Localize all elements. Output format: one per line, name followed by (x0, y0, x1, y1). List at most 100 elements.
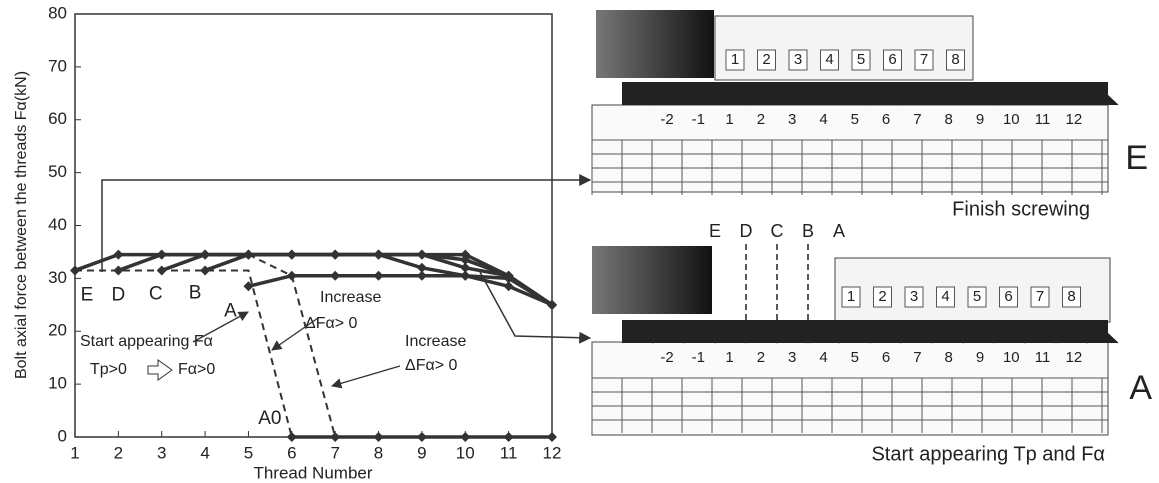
plot-frame (75, 14, 552, 437)
x-tick-label: 8 (374, 443, 383, 462)
series-label: A0 (258, 408, 281, 429)
bolt-number: 8 (945, 111, 953, 128)
state-marker: A (833, 221, 845, 241)
arrow (102, 180, 590, 272)
y-tick-label: 50 (48, 162, 67, 181)
figure: Bolt axial force between the threads Fα(… (0, 0, 1159, 483)
marker (113, 250, 123, 260)
panel-label: E (1125, 139, 1148, 177)
y-tick-label: 20 (48, 321, 67, 340)
marker (330, 250, 340, 260)
bolt-number: -2 (660, 349, 673, 366)
annotation: Start appearing Fα (80, 333, 213, 350)
nut-number: 6 (888, 51, 896, 68)
y-axis-label: Bolt axial force between the threads Fα(… (13, 71, 30, 379)
state-marker: D (740, 221, 753, 241)
bolt-number: 4 (819, 349, 827, 366)
marker (547, 432, 557, 442)
tool-top (596, 10, 714, 78)
nut-number: 7 (1036, 288, 1044, 305)
state-marker: C (771, 221, 784, 241)
bolt-number: 7 (913, 349, 921, 366)
annotation: ΔFα> 0 (305, 315, 358, 332)
bolt-number: 7 (913, 111, 921, 128)
marker (374, 250, 384, 260)
x-tick-label: 12 (543, 443, 562, 462)
x-tick-label: 9 (417, 443, 426, 462)
x-tick-label: 2 (114, 443, 123, 462)
annotation: ΔFα> 0 (405, 357, 458, 374)
y-tick-label: 70 (48, 56, 67, 75)
state-marker: B (802, 221, 814, 241)
x-tick-label: 11 (500, 443, 518, 462)
x-tick-label: 10 (456, 443, 475, 462)
bolt-number: 11 (1035, 349, 1051, 366)
marker (287, 250, 297, 260)
series-label: A (224, 300, 237, 321)
marker (330, 271, 340, 281)
marker (504, 432, 514, 442)
bolt-number: -2 (660, 111, 673, 128)
state-marker: E (709, 221, 721, 241)
nut-number: 2 (878, 288, 886, 305)
x-tick-label: 7 (330, 443, 339, 462)
nut-number: 7 (920, 51, 928, 68)
arrow (332, 366, 400, 386)
nut-number: 1 (847, 288, 855, 305)
annotation: Tp>0 (90, 361, 127, 378)
panel-caption: Start appearing Tp and Fα (871, 443, 1105, 465)
x-tick-label: 3 (157, 443, 166, 462)
bolt-number: 2 (757, 349, 765, 366)
y-tick-label: 0 (58, 426, 67, 445)
bolt-number: 5 (851, 111, 859, 128)
tool-bottom (592, 246, 712, 314)
nut-number: 3 (794, 51, 802, 68)
x-tick-label: 1 (70, 443, 79, 462)
x-tick-label: 5 (244, 443, 253, 462)
nut-top (715, 16, 973, 80)
bolt-number: 10 (1003, 111, 1020, 128)
bolt-number: 10 (1003, 349, 1020, 366)
marker (374, 271, 384, 281)
x-axis-label: Thread Number (253, 463, 372, 482)
bolt-number: -1 (692, 349, 705, 366)
nut-number: 5 (973, 288, 981, 305)
y-tick-label: 40 (48, 215, 67, 234)
marker (330, 432, 340, 442)
series-label: B (189, 282, 202, 303)
nut-number: 2 (762, 51, 770, 68)
marker (200, 250, 210, 260)
nut-number: 4 (941, 288, 949, 305)
bolt-number: 6 (882, 349, 890, 366)
fem-panels (592, 10, 1110, 435)
y-tick-label: 60 (48, 109, 67, 128)
implies-arrow (148, 360, 172, 380)
series-label: E (81, 284, 94, 305)
bolt-number: 4 (819, 111, 827, 128)
bolt-number: 3 (788, 111, 796, 128)
bolt-number: -1 (692, 111, 705, 128)
annotation: Increase (405, 333, 466, 350)
bolt-number: 12 (1066, 111, 1083, 128)
bolt-number: 11 (1035, 111, 1051, 128)
marker (243, 250, 253, 260)
bolt-number: 12 (1066, 349, 1083, 366)
nut-number: 8 (951, 51, 959, 68)
marker (460, 271, 470, 281)
marker (417, 250, 427, 260)
annotation: Increase (320, 289, 381, 306)
bolt-number: 9 (976, 349, 984, 366)
series-label: D (111, 284, 125, 305)
y-tick-label: 10 (48, 374, 67, 393)
bolt-number: 8 (945, 349, 953, 366)
annotation: Fα>0 (178, 361, 215, 378)
nut-number: 5 (857, 51, 865, 68)
bolt-number: 1 (725, 349, 733, 366)
x-tick-label: 4 (200, 443, 209, 462)
y-tick-label: 80 (48, 3, 67, 22)
nut-number: 3 (910, 288, 918, 305)
nut-number: 8 (1067, 288, 1075, 305)
panel-label: A (1129, 369, 1152, 407)
series-label: C (149, 283, 163, 304)
bolt-number: 5 (851, 349, 859, 366)
